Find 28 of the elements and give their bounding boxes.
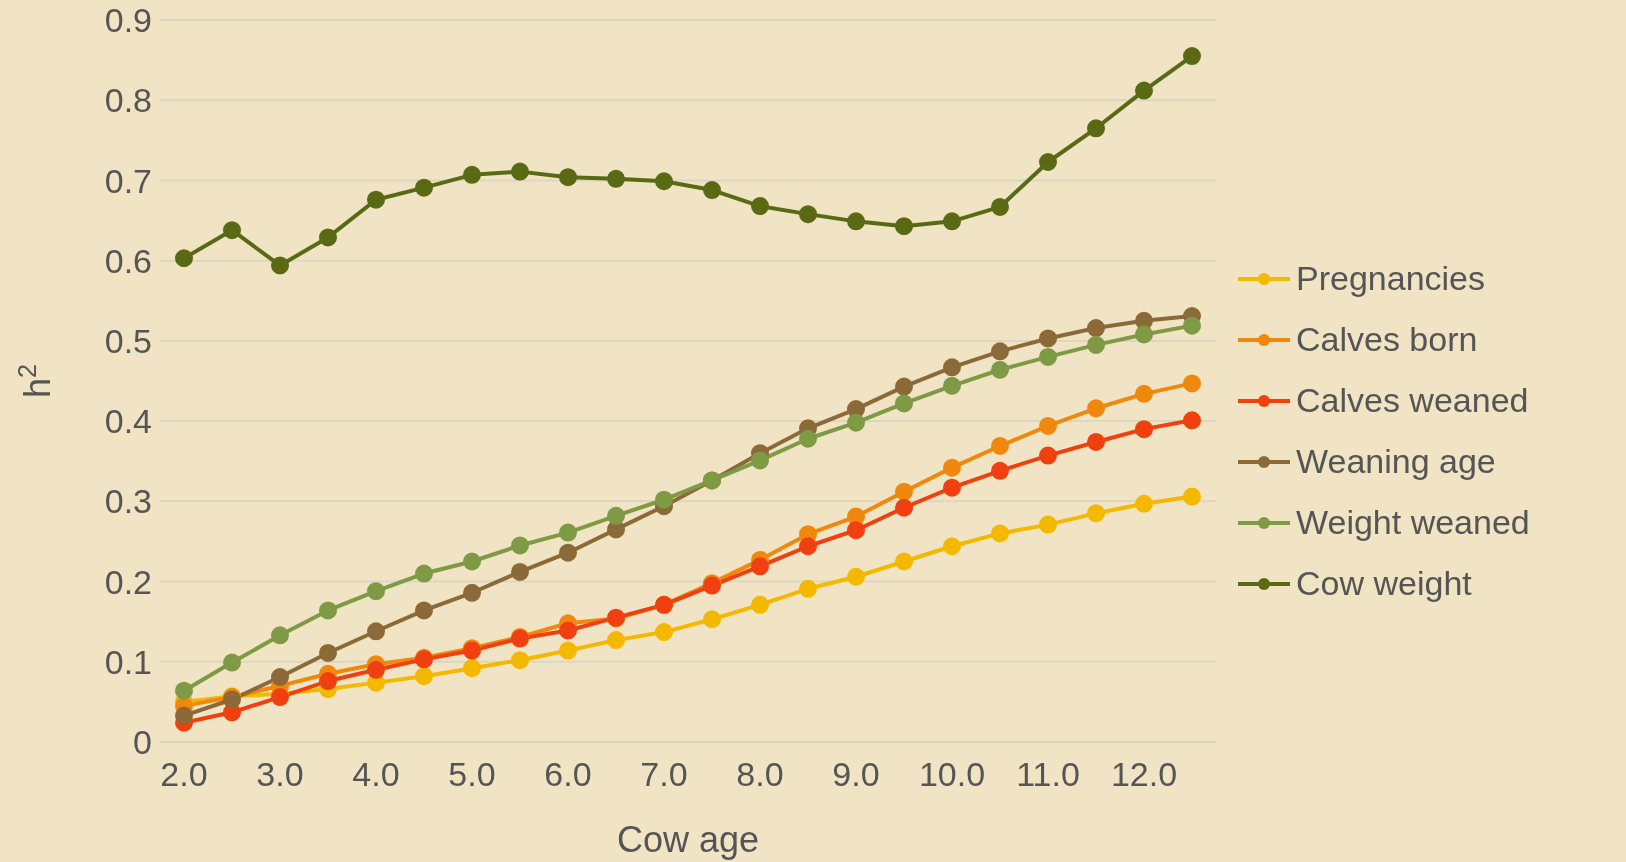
y-tick-label: 0 (133, 723, 152, 762)
x-tick-label: 4.0 (352, 755, 400, 794)
y-tick-label: 0.8 (104, 81, 152, 120)
y-tick-label: 0.4 (104, 402, 152, 441)
x-tick-label: 11.0 (1016, 755, 1080, 794)
y-tick-label: 0.1 (104, 642, 152, 681)
x-tick-label: 10.0 (918, 755, 986, 794)
legend-label: Weaning age (1296, 442, 1496, 481)
y-tick-label: 0.6 (104, 241, 152, 280)
legend-label: Calves weaned (1296, 381, 1529, 420)
y-tick-label: 0.3 (104, 482, 152, 521)
x-tick-label: 9.0 (832, 755, 880, 794)
y-tick-label: 0.7 (104, 161, 152, 200)
y-tick-label: 0.9 (104, 1, 152, 40)
x-tick-label: 7.0 (640, 755, 688, 794)
x-tick-label: 6.0 (544, 755, 592, 794)
x-tick-label: 8.0 (736, 755, 784, 794)
x-tick-label: 3.0 (256, 755, 304, 794)
x-axis-title: Cow age (616, 819, 760, 860)
legend-label: Cow weight (1296, 564, 1472, 603)
x-tick-label: 2.0 (160, 755, 208, 794)
legend-label: Calves born (1296, 320, 1478, 359)
x-tick-label: 12.0 (1110, 755, 1178, 794)
y-tick-label: 0.5 (104, 321, 152, 360)
x-tick-label: 5.0 (448, 755, 496, 794)
legend-label: Weight weaned (1296, 503, 1530, 542)
legend-label: Pregnancies (1296, 259, 1486, 298)
y-tick-label: 0.2 (104, 562, 152, 601)
